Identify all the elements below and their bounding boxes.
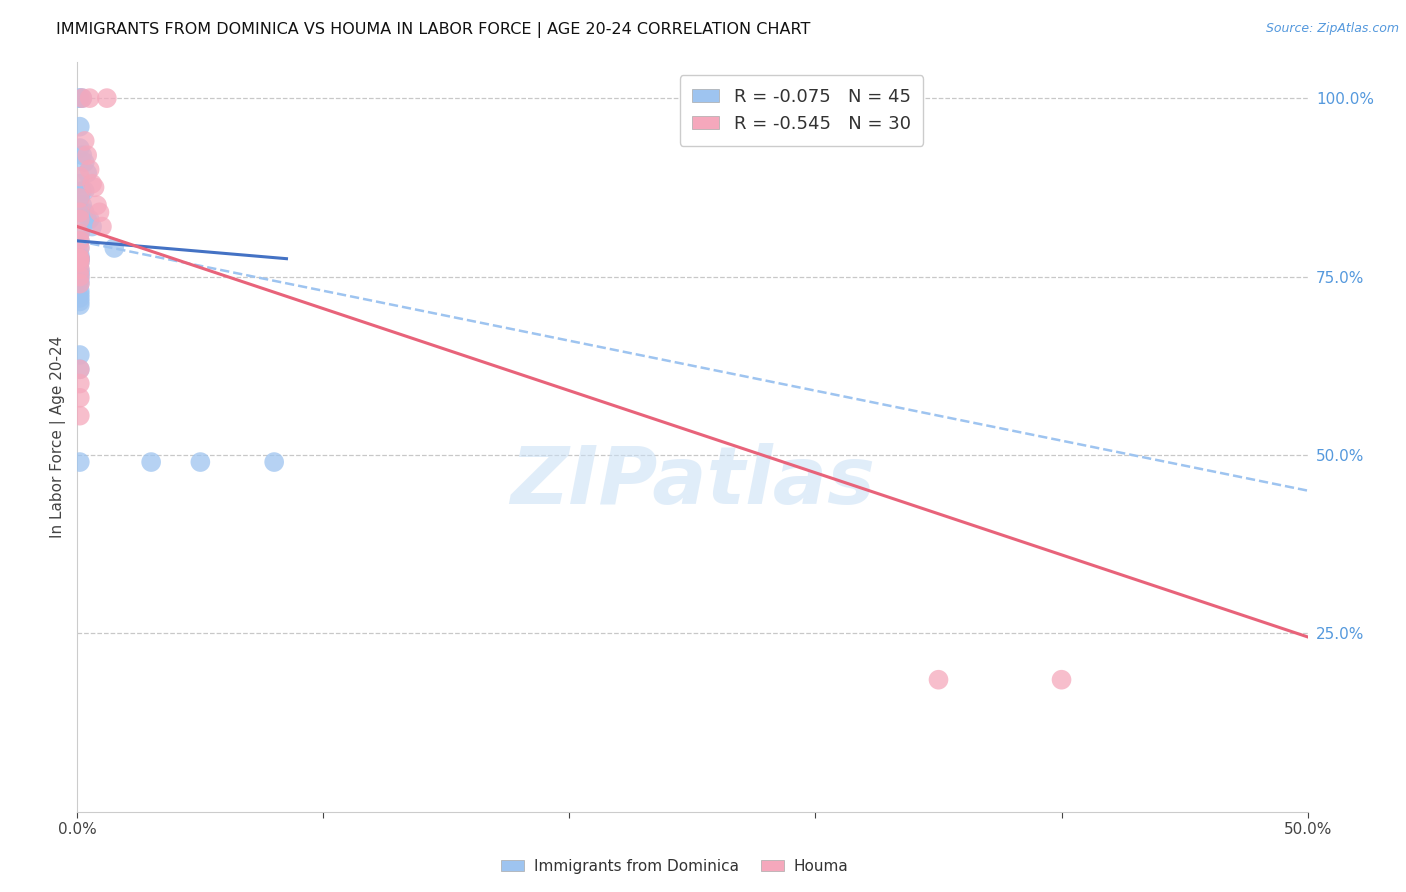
Text: ZIPatlas: ZIPatlas [510, 443, 875, 521]
Point [69, 455, 91, 469]
Point [69, 291, 91, 305]
Point [69, 241, 91, 255]
Point [70, 198, 93, 212]
Point [69, 252, 91, 266]
Point [69, 205, 91, 219]
Point [73, 134, 96, 148]
Point [69, 234, 91, 248]
Point [69, 266, 91, 280]
Point [69, 234, 91, 248]
Text: IMMIGRANTS FROM DOMINICA VS HOUMA IN LABOR FORCE | AGE 20-24 CORRELATION CHART: IMMIGRANTS FROM DOMINICA VS HOUMA IN LAB… [56, 22, 811, 38]
Point [70, 91, 93, 105]
Point [69, 212, 91, 227]
Point [69, 284, 91, 298]
Point [69, 191, 91, 205]
Point [69, 248, 91, 262]
Point [928, 673, 950, 687]
Point [70, 91, 93, 105]
Point [69, 348, 91, 362]
Point [69, 252, 91, 266]
Point [79, 91, 101, 105]
Point [69, 255, 91, 269]
Point [69, 241, 91, 255]
Point [90, 219, 114, 234]
Point [69, 227, 91, 241]
Point [86, 198, 108, 212]
Point [69, 191, 91, 205]
Y-axis label: In Labor Force | Age 20-24: In Labor Force | Age 20-24 [51, 336, 66, 538]
Point [69, 294, 91, 309]
Point [69, 391, 91, 405]
Point [69, 362, 91, 376]
Point [69, 252, 91, 266]
Point [141, 455, 163, 469]
Point [73, 155, 96, 169]
Point [96, 91, 118, 105]
Point [69, 262, 91, 277]
Point [70, 148, 93, 162]
Point [79, 162, 101, 177]
Point [69, 91, 91, 105]
Point [70, 184, 93, 198]
Point [69, 255, 91, 269]
Point [69, 227, 91, 241]
Point [69, 266, 91, 280]
Legend: Immigrants from Dominica, Houma: Immigrants from Dominica, Houma [495, 853, 855, 880]
Point [69, 273, 91, 287]
Point [69, 277, 91, 291]
Point [69, 91, 91, 105]
Point [263, 455, 285, 469]
Point [82, 177, 104, 191]
Point [83, 180, 105, 194]
Point [190, 455, 212, 469]
Point [73, 184, 96, 198]
Point [79, 212, 101, 227]
Point [69, 177, 91, 191]
Point [69, 298, 91, 312]
Point [69, 269, 91, 284]
Legend: R = -0.075   N = 45, R = -0.545   N = 30: R = -0.075 N = 45, R = -0.545 N = 30 [679, 75, 924, 145]
Point [73, 205, 96, 219]
Point [69, 409, 91, 423]
Text: Source: ZipAtlas.com: Source: ZipAtlas.com [1265, 22, 1399, 36]
Point [82, 219, 104, 234]
Point [69, 376, 91, 391]
Point [103, 241, 125, 255]
Point [69, 362, 91, 376]
Point [69, 287, 91, 301]
Point [76, 166, 98, 180]
Point [69, 205, 91, 219]
Point [69, 141, 91, 155]
Point [69, 169, 91, 184]
Point [89, 205, 111, 219]
Point [76, 212, 98, 227]
Point [69, 252, 91, 266]
Point [69, 262, 91, 277]
Point [69, 252, 91, 266]
Point [69, 277, 91, 291]
Point [69, 120, 91, 134]
Point [69, 269, 91, 284]
Point [69, 252, 91, 266]
Point [76, 148, 98, 162]
Point [1050, 673, 1073, 687]
